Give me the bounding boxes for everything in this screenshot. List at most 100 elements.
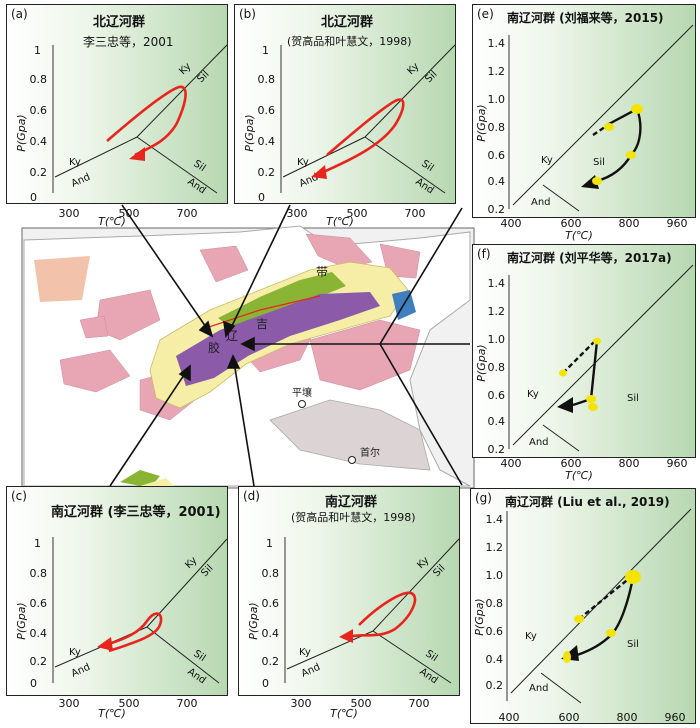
label-sil-low: Sil bbox=[423, 648, 439, 664]
label-and: And bbox=[70, 662, 92, 680]
y-tick: 0.8 bbox=[30, 73, 48, 86]
label-ky: Ky bbox=[527, 389, 539, 400]
panel-title: 北辽河群 bbox=[93, 15, 146, 30]
pt-diagram: P(Gpa) 0.2 0.4 0.6 0.8 1.0 1.2 1.4 Ky Si… bbox=[473, 508, 692, 724]
city-marker bbox=[298, 400, 306, 408]
x-tick: 400 bbox=[501, 457, 522, 470]
and-sil-line bbox=[372, 630, 452, 684]
y-tick: 0 bbox=[30, 677, 37, 690]
y-tick: 0.2 bbox=[30, 655, 48, 668]
pt-point bbox=[606, 629, 616, 637]
ky-sil-line bbox=[372, 538, 460, 632]
y-tick: 1.2 bbox=[486, 541, 504, 554]
pt-path-arrowhead bbox=[339, 629, 353, 643]
pt-path-dashed bbox=[592, 126, 606, 136]
orange-block bbox=[34, 256, 90, 302]
panel-b: (b) 北辽河群 (贺高品和叶慧文，1998) P(Gpa) 0 0.2 0.4… bbox=[234, 4, 456, 228]
pt-diagram: P(Gpa) 0.2 0.4 0.6 0.8 1.0 1.2 1.4 Ky Si… bbox=[475, 264, 694, 482]
city-label-pyongyang: 平壤 bbox=[292, 386, 312, 399]
label-sil: Sil bbox=[195, 69, 211, 85]
pt-point bbox=[631, 104, 643, 114]
x-tick: 700 bbox=[177, 207, 198, 220]
y-tick: 0.6 bbox=[486, 625, 504, 638]
y-tick: 1 bbox=[34, 537, 41, 550]
y-tick: 0.2 bbox=[488, 203, 506, 216]
and-sil-line bbox=[364, 136, 446, 194]
x-tick: 800 bbox=[617, 711, 638, 724]
y-tick: 0.6 bbox=[488, 389, 506, 402]
label-ky: Ky bbox=[183, 555, 199, 571]
panel-g: (g) 南辽河群 (Liu et al., 2019) P(Gpa) 0.2 0… bbox=[470, 488, 696, 724]
x-tick: 600 bbox=[561, 217, 582, 230]
label-and: And bbox=[529, 683, 549, 694]
arrowhead bbox=[226, 354, 241, 369]
y-tick: 0.4 bbox=[30, 627, 48, 640]
y-tick: 0 bbox=[258, 191, 265, 204]
and-sil-line bbox=[542, 424, 580, 452]
pt-point bbox=[559, 369, 567, 377]
label-ky: Ky bbox=[525, 631, 537, 642]
y-axis-label: P(Gpa) bbox=[473, 598, 486, 635]
x-tick: 960 bbox=[665, 711, 686, 724]
pt-path bbox=[576, 576, 635, 657]
panel-d: (d) 南辽河群 (贺高品和叶慧文，1998) P(Gpa) 0 0.2 0.4… bbox=[238, 486, 460, 720]
x-tick: 600 bbox=[559, 711, 580, 724]
label-ky: Ky bbox=[415, 555, 431, 571]
y-ticks: 0 0.2 0.4 0.6 0.8 1 bbox=[258, 44, 276, 204]
pt-path-arrowhead bbox=[129, 147, 145, 161]
label-and-low: And bbox=[185, 666, 207, 686]
y-tick: 0.4 bbox=[488, 415, 506, 428]
panel-label: (b) bbox=[239, 7, 256, 21]
pt-point bbox=[563, 651, 571, 663]
panel-title: 南辽河群 (刘平华等，2017a) bbox=[507, 251, 672, 265]
panel-label: (d) bbox=[243, 489, 260, 503]
panel-a: (a) 北辽河群 李三忠等，2001 P(Gpa) 0 0.2 0.4 0.6 … bbox=[6, 4, 228, 228]
city-seoul: 首尔 bbox=[348, 446, 380, 464]
y-tick: 1.0 bbox=[488, 93, 506, 106]
arrowhead bbox=[223, 320, 236, 338]
pt-diagram: P(Gpa) 0 0.2 0.4 0.6 0.8 1 Ky Sil Ky And… bbox=[15, 537, 228, 720]
y-tick: 0.6 bbox=[262, 597, 280, 610]
y-tick: 0.8 bbox=[30, 567, 48, 580]
pt-point bbox=[625, 570, 641, 584]
pt-diagram: P(Gpa) 0 0.2 0.4 0.6 0.8 1 Ky Sil Ky And… bbox=[15, 44, 228, 228]
pt-path bbox=[104, 612, 163, 653]
y-tick: 1.2 bbox=[488, 65, 506, 78]
x-tick: 960 bbox=[667, 217, 688, 230]
x-tick: 300 bbox=[59, 697, 80, 710]
x-tick: 300 bbox=[59, 207, 80, 220]
label-and-low: And bbox=[417, 666, 439, 686]
label-sil-low: Sil bbox=[191, 158, 207, 174]
label-and: And bbox=[70, 172, 92, 190]
y-axis-label: P(Gpa) bbox=[475, 344, 488, 381]
label-and: And bbox=[300, 662, 322, 680]
panel-label: (f) bbox=[477, 247, 491, 261]
panel-title: 北辽河群 bbox=[321, 15, 374, 30]
ky-and-line bbox=[54, 136, 138, 178]
label-ky-low: Ky bbox=[297, 157, 309, 168]
panel-subtitle: (贺高品和叶慧文，1998) bbox=[287, 35, 412, 48]
pt-path-dashed bbox=[578, 576, 632, 620]
pt-point bbox=[604, 123, 614, 131]
y-tick: 1.2 bbox=[488, 305, 506, 318]
pt-point bbox=[592, 177, 602, 185]
x-tick: 700 bbox=[405, 207, 426, 220]
label-sil-low: Sil bbox=[419, 158, 435, 174]
pt-point bbox=[586, 395, 596, 403]
label-sil: Sil bbox=[593, 157, 605, 168]
belt-purple bbox=[176, 292, 380, 386]
pt-point bbox=[593, 337, 601, 345]
panel-title: 南辽河群 bbox=[325, 495, 378, 510]
x-axis-label: T(℃) bbox=[326, 215, 354, 228]
label-sil: Sil bbox=[627, 393, 639, 404]
x-tick: 400 bbox=[499, 711, 520, 724]
ky-and-line bbox=[282, 136, 366, 178]
x-axis-label: T(℃) bbox=[98, 215, 126, 228]
x-tick: 800 bbox=[619, 457, 640, 470]
city-label-seoul: 首尔 bbox=[360, 446, 380, 459]
y-tick: 0.4 bbox=[262, 627, 280, 640]
y-tick: 0.8 bbox=[486, 597, 504, 610]
pt-path bbox=[106, 85, 187, 157]
y-tick: 0.6 bbox=[30, 104, 48, 117]
label-ky-low: Ky bbox=[69, 157, 81, 168]
